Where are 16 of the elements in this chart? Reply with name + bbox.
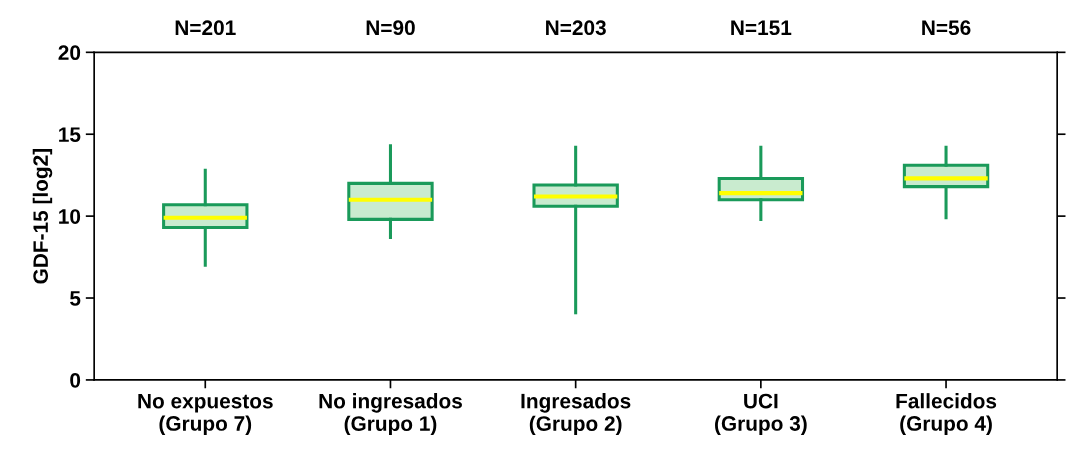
x-tick-label: Ingresados (Grupo 2) — [521, 393, 631, 436]
y-tick-label: 0 — [70, 372, 81, 388]
x-tick-label: Fallecidos (Grupo 4) — [896, 393, 997, 435]
x-tick-label: No ingresados (Grupo 1) — [319, 393, 462, 436]
x-tick-label: UCI (Grupo 3) — [715, 393, 807, 435]
y-tick-label: 15 — [59, 127, 81, 142]
text: N=203 — [546, 20, 606, 36]
text: N=56 — [922, 20, 971, 36]
text: N=201 — [175, 20, 236, 36]
y-tick-label: 5 — [70, 291, 81, 306]
y-tick-label: 20 — [58, 45, 81, 61]
x-tick-label: No expuestos (Grupo 7) — [138, 393, 273, 435]
text: N=90 — [366, 20, 415, 36]
y-axis-title: GDF-15 [log2] — [32, 149, 53, 284]
text: N=151 — [731, 20, 792, 36]
y-tick-label: 10 — [59, 209, 81, 224]
